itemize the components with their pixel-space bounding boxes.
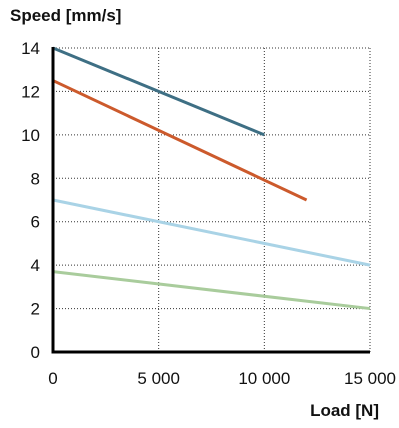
x-axis-title: Load [N] xyxy=(310,401,379,420)
series-line-2 xyxy=(52,79,308,202)
y-tick-label: 2 xyxy=(31,300,40,319)
y-tick-label: 8 xyxy=(31,169,40,188)
y-tick-label: 6 xyxy=(31,213,40,232)
series-line-4 xyxy=(52,270,371,311)
y-axis-title: Speed [mm/s] xyxy=(10,6,122,25)
y-tick-label: 14 xyxy=(21,39,40,58)
series-line-1 xyxy=(52,46,265,137)
y-tick-label: 0 xyxy=(31,343,40,362)
x-tick-label: 0 xyxy=(48,369,57,388)
series-line-3 xyxy=(52,198,371,267)
x-tick-label: 15 000 xyxy=(344,369,396,388)
x-tick-label: 5 000 xyxy=(137,369,180,388)
y-tick-label: 4 xyxy=(31,256,40,275)
y-tick-label: 12 xyxy=(21,82,40,101)
x-tick-label: 10 000 xyxy=(238,369,290,388)
y-tick-label: 10 xyxy=(21,126,40,145)
